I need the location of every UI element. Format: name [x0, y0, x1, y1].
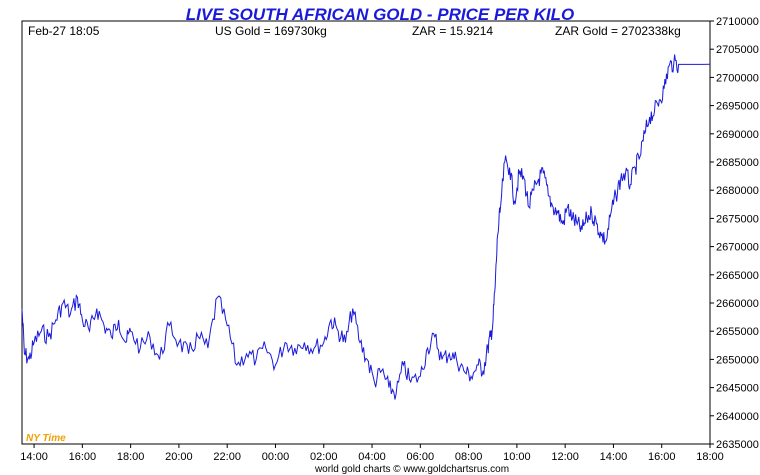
- y-tick-label: 2700000: [716, 72, 759, 84]
- y-tick-label: 2695000: [716, 101, 759, 113]
- y-tick-label: 2685000: [716, 157, 759, 169]
- y-axis: 2635000 2640000 2645000 2650000 2655000 26600…: [710, 16, 759, 451]
- x-tick-label: 02:00: [310, 451, 338, 463]
- chart-title: LIVE SOUTH AFRICAN GOLD - PRICE PER KILO: [186, 5, 575, 24]
- footer-credit: world gold charts © www.goldchartsrus.co…: [314, 464, 509, 475]
- plot-frame: [21, 20, 711, 445]
- y-tick-label: 2680000: [716, 185, 759, 197]
- y-tick-label: 2650000: [716, 354, 759, 366]
- y-tick-label: 2660000: [716, 298, 759, 310]
- zar-gold-label: ZAR Gold = 2702338kg: [555, 24, 681, 38]
- x-tick-label: 18:00: [117, 451, 145, 463]
- x-tick-label: 06:00: [407, 451, 435, 463]
- y-tick-label: 2710000: [716, 16, 759, 28]
- x-tick-label: 22:00: [213, 451, 241, 463]
- y-tick-label: 2665000: [716, 270, 759, 282]
- x-tick-label: 16:00: [69, 451, 97, 463]
- y-tick-label: 2640000: [716, 411, 759, 423]
- x-tick-label: 12:00: [551, 451, 579, 463]
- x-tick-label: 00:00: [262, 451, 290, 463]
- x-tick-label: 18:00: [696, 451, 724, 463]
- x-tick-label: 14:00: [20, 451, 48, 463]
- x-tick-label: 14:00: [600, 451, 628, 463]
- y-tick-label: 2645000: [716, 383, 759, 395]
- x-tick-label: 10:00: [503, 451, 531, 463]
- x-tick-label: 20:00: [165, 451, 193, 463]
- us-gold-label: US Gold = 169730kg: [215, 24, 327, 38]
- y-tick-label: 2675000: [716, 213, 759, 225]
- x-tick-label: 16:00: [648, 451, 676, 463]
- y-tick-label: 2670000: [716, 242, 759, 254]
- zar-rate-label: ZAR = 15.9214: [412, 24, 493, 38]
- y-tick-label: 2690000: [716, 129, 759, 141]
- x-tick-label: 08:00: [455, 451, 483, 463]
- y-tick-label: 2705000: [716, 44, 759, 56]
- y-tick-label: 2655000: [716, 326, 759, 338]
- price-series-line: [21, 54, 711, 400]
- date-time-label: Feb-27 18:05: [28, 24, 100, 38]
- x-axis: 14:00 16:00 18:00 20:00 22:00 00:00 02:00 04:00…: [20, 444, 724, 463]
- x-tick-label: 04:00: [358, 451, 386, 463]
- timezone-label: NY Time: [26, 433, 66, 444]
- y-tick-label: 2635000: [716, 439, 759, 451]
